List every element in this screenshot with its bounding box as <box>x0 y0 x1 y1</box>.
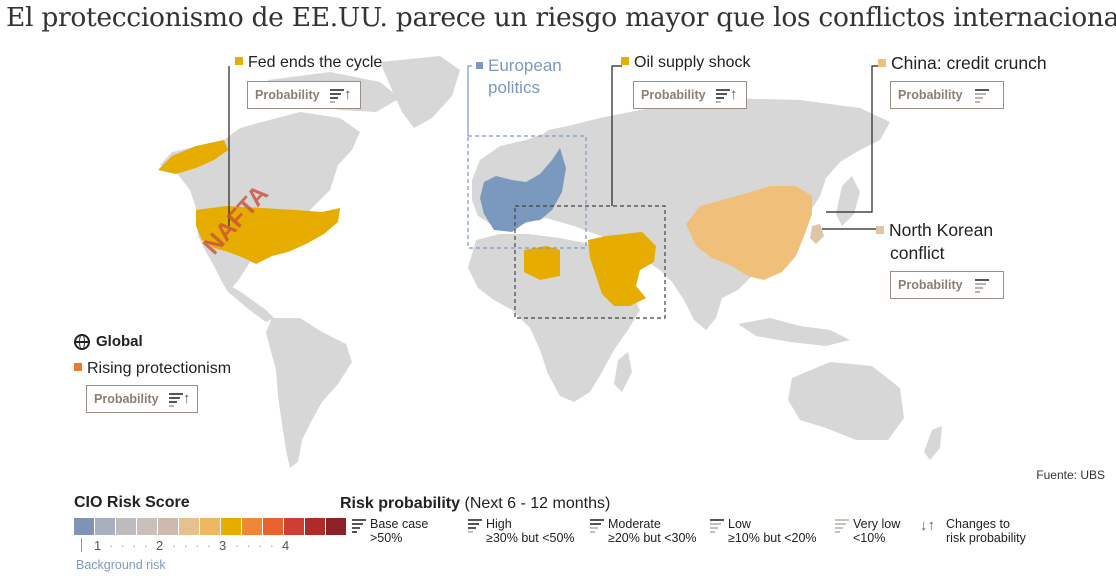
minor-ticks: · · · · <box>109 538 148 553</box>
risk-probability-title: Risk probability (Next 6 - 12 months) <box>340 495 611 512</box>
north-korea-label: North Korean conflict <box>876 219 993 265</box>
land-new-zealand <box>924 426 942 460</box>
risk-score-swatch <box>242 518 262 535</box>
risk-score-swatch <box>179 518 199 535</box>
land-south-america <box>266 318 352 468</box>
probability-level-detail: ≥10% but <20% <box>728 531 817 545</box>
probability-bars-icon <box>710 519 725 537</box>
china-probability-bars <box>975 89 991 103</box>
changes-arrows-icon: ↓↑ <box>920 517 935 534</box>
oil-probability-bars <box>716 89 732 103</box>
risk-score-ticks: 1 · · · · 2 · · · · 3 · · · · 4 <box>74 536 298 554</box>
background-risk-label: Background risk <box>76 558 166 572</box>
europe-color-square <box>476 62 483 69</box>
risk-score-swatch <box>263 518 283 535</box>
risk-score-swatch <box>95 518 115 535</box>
probability-bars-icon <box>352 519 367 537</box>
probability-bars-icon <box>835 519 850 537</box>
tick-label: 1 <box>94 538 102 553</box>
risk-score-swatch <box>221 518 241 535</box>
probability-level-name: Moderate <box>608 517 661 531</box>
north-korea-color-square <box>876 226 884 234</box>
protectionism-color-square <box>74 363 82 371</box>
region-korea <box>810 224 824 244</box>
probability-level-item: High ≥30% but <50% <box>468 517 575 545</box>
risk-score-swatch <box>284 518 304 535</box>
risk-score-swatch <box>116 518 136 535</box>
probability-level-detail: ≥30% but <50% <box>486 531 575 545</box>
region-alaska <box>158 140 228 174</box>
china-probability-box: Probability <box>890 81 1004 109</box>
source-note: Fuente: UBS <box>1036 468 1105 482</box>
scale-start-marker <box>81 538 82 552</box>
arrow-up-icon: ↑ <box>183 390 191 407</box>
probability-bars-icon <box>590 519 605 537</box>
probability-bars-icon <box>468 519 483 537</box>
china-label: China: credit crunch <box>878 53 1047 74</box>
oil-probability-box: Probability ↑ <box>633 81 747 109</box>
china-leader-line <box>826 65 878 213</box>
north-korea-probability-bars <box>975 279 991 293</box>
globe-icon <box>74 334 90 350</box>
region-united-states <box>196 206 340 264</box>
risk-score-swatch <box>305 518 325 535</box>
arrow-up-icon: ↑ <box>730 86 738 103</box>
tick-label: 3 <box>219 538 227 553</box>
china-color-square <box>878 59 886 67</box>
region-libya <box>524 246 560 280</box>
tick-label: 4 <box>282 538 290 553</box>
risk-score-swatch <box>158 518 178 535</box>
risk-score-scale <box>74 518 347 535</box>
land-madagascar <box>614 352 632 392</box>
land-australia <box>788 362 904 440</box>
oil-region-frame <box>514 205 666 319</box>
arrow-up-icon: ↑ <box>344 86 352 103</box>
land-central-america <box>222 282 274 322</box>
probability-level-item: Very low <10% <box>835 517 901 545</box>
probability-level-name: Very low <box>853 517 901 531</box>
land-eurasia <box>472 98 890 330</box>
probability-level-name: Base case <box>370 517 429 531</box>
world-map: NAFTA <box>158 56 942 468</box>
risk-score-swatch <box>200 518 220 535</box>
oil-color-square <box>621 57 629 65</box>
protectionism-probability-box: Probability ↑ <box>86 385 198 413</box>
europe-label: European politics <box>476 55 578 99</box>
probability-level-item: Base case >50% <box>352 517 429 545</box>
region-middle-east <box>588 232 656 306</box>
probability-level-name: Low <box>728 517 751 531</box>
land-indonesia <box>738 318 850 346</box>
probability-level-detail: <10% <box>853 531 886 545</box>
changes-legend-label: Changes to risk probability <box>946 517 1026 545</box>
probability-level-item: Moderate ≥20% but <30% <box>590 517 697 545</box>
probability-level-detail: >50% <box>370 531 403 545</box>
fed-probability-bars <box>330 89 346 103</box>
cio-risk-score-title: CIO Risk Score <box>74 494 190 511</box>
risk-score-swatch <box>74 518 94 535</box>
risk-score-swatch <box>326 518 346 535</box>
page-title: El proteccionismo de EE.UU. parece un ri… <box>6 2 1116 33</box>
fed-probability-box: Probability ↑ <box>247 81 361 109</box>
risk-score-swatch <box>137 518 157 535</box>
probability-level-detail: ≥20% but <30% <box>608 531 697 545</box>
land-greenland <box>380 56 460 128</box>
global-heading: Global <box>74 333 143 350</box>
minor-ticks: · · · · <box>235 538 274 553</box>
probability-level-name: High <box>486 517 512 531</box>
oil-label: Oil supply shock <box>621 54 751 72</box>
protectionism-label: Rising protectionism <box>74 360 231 378</box>
region-china <box>686 186 812 280</box>
minor-ticks: · · · · <box>172 538 211 553</box>
fed-label: Fed ends the cycle <box>235 54 382 72</box>
oil-leader-line <box>611 65 622 206</box>
fed-color-square <box>235 57 243 65</box>
probability-level-item: Low ≥10% but <20% <box>710 517 817 545</box>
region-europe <box>480 148 566 232</box>
europe-leader-line <box>467 65 472 136</box>
north-korea-probability-box: Probability <box>890 271 1004 299</box>
tick-label: 2 <box>156 538 164 553</box>
land-japan <box>836 176 860 226</box>
protectionism-probability-bars <box>169 393 185 407</box>
europe-region-frame <box>467 135 587 249</box>
